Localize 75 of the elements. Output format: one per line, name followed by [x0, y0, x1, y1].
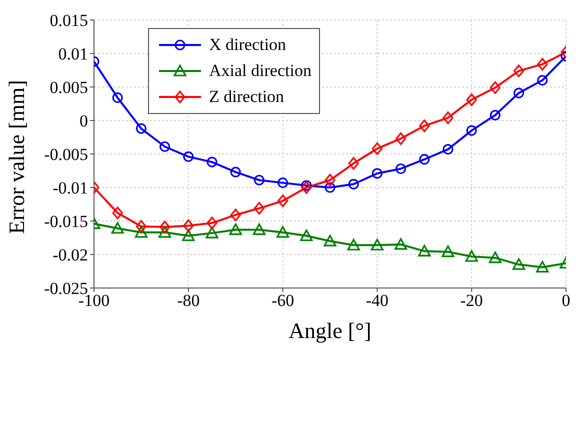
point	[442, 246, 454, 258]
point	[372, 142, 382, 155]
point	[158, 226, 172, 238]
point	[206, 156, 218, 168]
y-tick-label: 0.005	[50, 78, 88, 98]
point	[490, 81, 500, 94]
point	[348, 157, 359, 170]
point	[442, 112, 454, 124]
point	[347, 238, 360, 250]
legend-label: Z direction	[209, 87, 284, 107]
point	[278, 178, 288, 188]
point	[324, 174, 336, 186]
point	[324, 182, 336, 193]
point	[182, 229, 195, 242]
point	[252, 223, 266, 236]
point	[465, 250, 478, 262]
point	[348, 178, 359, 190]
point	[466, 93, 477, 106]
point	[160, 220, 170, 234]
point	[160, 141, 170, 152]
point	[514, 88, 524, 98]
point	[418, 244, 431, 256]
point	[254, 174, 264, 186]
x-tick-label: -40	[366, 291, 389, 310]
legend-label: Axial direction	[209, 61, 312, 81]
point	[300, 229, 313, 242]
point	[278, 194, 288, 208]
x-tick-label: -60	[271, 291, 294, 310]
point	[372, 168, 382, 179]
point	[396, 163, 406, 174]
point	[490, 110, 500, 120]
x-tick-label: -80	[177, 291, 200, 310]
point	[206, 216, 218, 230]
point	[324, 234, 336, 246]
y-tick-label: 0.015	[50, 11, 88, 30]
y-tick-label: -0.02	[52, 246, 88, 265]
y-tick-label: -0.005	[44, 145, 88, 164]
point	[112, 206, 123, 220]
y-tick-label: 0	[80, 112, 88, 131]
point	[229, 223, 242, 236]
point	[254, 202, 264, 215]
y-tick-label: -0.01	[52, 178, 88, 198]
point	[466, 125, 477, 136]
point	[419, 154, 430, 165]
point	[536, 260, 549, 273]
point	[301, 181, 312, 194]
point	[276, 226, 290, 238]
point	[419, 120, 430, 132]
x-tick-label: 0	[562, 291, 570, 310]
point	[134, 226, 148, 238]
point	[488, 252, 502, 264]
point	[370, 238, 384, 250]
point	[514, 64, 524, 78]
y-tick-label: -0.015	[44, 212, 88, 232]
point	[537, 58, 548, 71]
point	[183, 151, 194, 162]
point	[112, 92, 123, 104]
legend-label: X direction	[209, 35, 286, 55]
point	[136, 123, 146, 134]
point	[111, 222, 124, 234]
point	[396, 132, 406, 145]
point	[206, 226, 218, 238]
x-axis-title: Angle [°]	[288, 318, 372, 343]
point	[301, 180, 312, 191]
point	[537, 75, 548, 86]
point	[230, 166, 241, 178]
point	[442, 144, 454, 155]
y-axis-title: Error value [mm]	[4, 80, 29, 234]
point	[512, 258, 526, 270]
point	[183, 219, 194, 232]
x-tick-label: -20	[460, 291, 483, 310]
point	[136, 220, 146, 233]
point	[230, 208, 241, 222]
y-tick-label: 0.01	[58, 44, 88, 64]
point	[394, 238, 408, 250]
